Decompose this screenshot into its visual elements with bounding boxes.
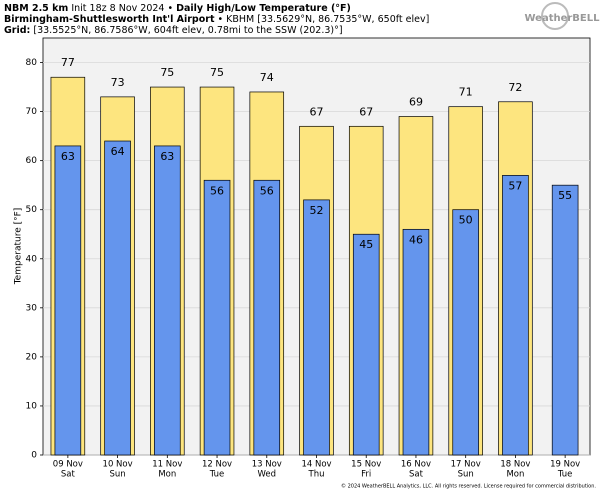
value-label: 64 (111, 145, 125, 158)
x-tick-label: 19 Nov (550, 460, 580, 470)
y-tick-label: 40 (26, 254, 38, 264)
y-tick-label: 20 (26, 352, 38, 362)
value-label: 67 (310, 105, 324, 118)
grid-info: [33.5525°N, 86.7586°W, 604ft elev, 0.78m… (33, 25, 342, 36)
x-tick-weekday: Sat (409, 470, 424, 480)
bar (452, 209, 479, 456)
x-tick-weekday: Mon (158, 470, 176, 480)
logo: WeatherBELL (524, 13, 600, 24)
value-label: 56 (210, 184, 224, 197)
x-tick-label: 12 Nov (202, 460, 232, 470)
value-label: 55 (558, 189, 572, 202)
bar (502, 175, 529, 456)
init: Init 18z 8 Nov 2024 • (71, 3, 173, 14)
bar (402, 228, 430, 456)
x-tick-label: 09 Nov (53, 460, 83, 470)
bar (352, 233, 380, 456)
x-tick-label: 17 Nov (451, 460, 481, 470)
value-label: 56 (260, 184, 274, 197)
bar (253, 179, 281, 456)
model: NBM 2.5 km (4, 3, 68, 14)
x-tick-weekday: Mon (506, 470, 524, 480)
value-label: 73 (111, 76, 125, 89)
x-tick-weekday: Tue (557, 470, 573, 480)
value-label: 50 (459, 214, 473, 227)
x-tick-weekday: Sun (110, 470, 126, 480)
product: Daily High/Low Temperature (°F) (176, 3, 351, 14)
x-tick-weekday: Tue (209, 470, 225, 480)
header-line-2: Birmingham-Shuttlesworth Int'l Airport •… (4, 14, 429, 25)
value-label: 71 (459, 86, 473, 99)
x-tick-weekday: Thu (308, 470, 325, 480)
value-label: 74 (260, 71, 274, 84)
x-tick-weekday: Fri (361, 470, 371, 480)
value-label: 57 (508, 179, 522, 192)
value-label: 46 (409, 233, 423, 246)
y-tick-label: 80 (26, 58, 38, 68)
y-tick-label: 60 (26, 156, 38, 166)
bar (154, 145, 181, 456)
value-label: 45 (359, 238, 373, 251)
value-label: 75 (210, 66, 224, 79)
value-label: 69 (409, 95, 423, 108)
bar (54, 145, 82, 456)
x-tick-label: 11 Nov (152, 460, 182, 470)
header-line-3: Grid: [33.5525°N, 86.7586°W, 604ft elev,… (4, 25, 343, 36)
value-label: 63 (61, 150, 75, 163)
bar (203, 179, 231, 456)
station-info: • KBHM [33.5629°N, 86.7535°W, 650ft elev… (218, 14, 430, 25)
bar (104, 140, 131, 456)
value-label: 67 (359, 105, 373, 118)
x-tick-label: 15 Nov (351, 460, 381, 470)
x-tick-label: 18 Nov (500, 460, 530, 470)
value-label: 77 (61, 56, 75, 69)
bar (551, 184, 579, 456)
value-label: 52 (310, 204, 324, 217)
footer: © 2024 WeatherBELL Analytics, LLC. All r… (341, 483, 596, 490)
y-tick-label: 70 (26, 107, 38, 117)
x-tick-label: 14 Nov (301, 460, 331, 470)
x-tick-label: 10 Nov (103, 460, 133, 470)
y-tick-label: 30 (26, 303, 38, 313)
x-tick-label: 16 Nov (401, 460, 431, 470)
station: Birmingham-Shuttlesworth Int'l Airport (4, 14, 215, 25)
x-tick-weekday: Sat (61, 470, 76, 480)
y-tick-label: 10 (26, 401, 38, 411)
bar (303, 199, 330, 456)
value-label: 63 (160, 150, 174, 163)
y-axis-label: Temperature [°F] (14, 208, 24, 286)
y-tick-label: 0 (31, 451, 37, 461)
logo-mark (541, 2, 569, 30)
x-tick-weekday: Sun (458, 470, 474, 480)
header-line-1: NBM 2.5 km Init 18z 8 Nov 2024 • Daily H… (4, 3, 351, 14)
value-label: 72 (508, 81, 522, 94)
x-tick-weekday: Wed (257, 470, 276, 480)
value-label: 75 (160, 66, 174, 79)
y-tick-label: 50 (26, 205, 38, 215)
grid-label: Grid: (4, 25, 30, 36)
x-tick-label: 13 Nov (252, 460, 282, 470)
